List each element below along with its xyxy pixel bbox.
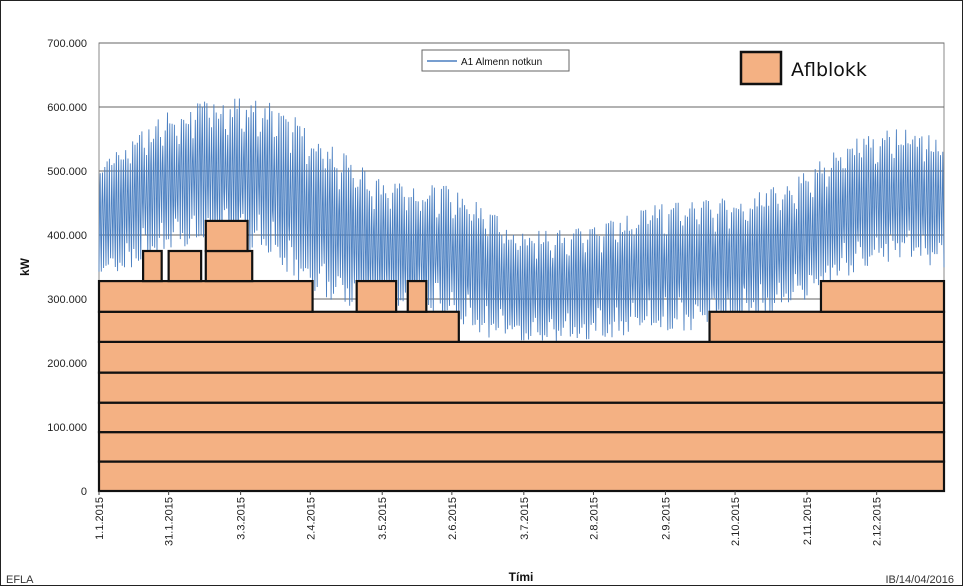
x-tick-label: 2.11.2015 (802, 497, 814, 545)
y-tick-label: 700.000 (47, 38, 87, 50)
legend-block-swatch (739, 50, 783, 86)
legend-block-label: Aflblokk (791, 59, 867, 81)
footer-right: IB/14/04/2016 (885, 574, 954, 586)
y-axis-title: kW (18, 257, 32, 276)
power-block (97, 401, 946, 434)
power-block (204, 249, 254, 283)
power-block (97, 310, 460, 343)
y-tick-label: 100.000 (47, 422, 87, 434)
x-tick-label: 2.8.2015 (588, 497, 600, 540)
x-tick-label: 31.1.2015 (164, 497, 176, 546)
power-block (167, 249, 203, 283)
x-tick-label: 2.4.2015 (305, 497, 317, 540)
x-tick-label: 2.10.2015 (730, 497, 742, 546)
power-block (708, 310, 946, 343)
y-tick-label: 300.000 (47, 294, 87, 306)
legend-line-label: A1 Almenn notkun (461, 57, 542, 68)
power-block (97, 460, 946, 493)
x-tick-label: 3.5.2015 (377, 497, 389, 540)
x-tick-label: 2.9.2015 (660, 497, 672, 540)
y-tick-labels: 0 100.000 200.000 300.000 400.000 500.000 600.… (47, 38, 87, 498)
power-block (204, 219, 249, 253)
power-block (819, 279, 946, 313)
x-tick-label: 2.6.2015 (447, 497, 459, 540)
power-block (97, 431, 946, 463)
block-legend: Aflblokk (739, 50, 867, 86)
y-tick-label: 0 (81, 486, 87, 498)
power-block (97, 371, 946, 404)
x-axis-title: Tími (509, 570, 534, 584)
y-tick-label: 600.000 (47, 102, 87, 114)
y-tick-label: 200.000 (47, 358, 87, 370)
y-tick-label: 400.000 (47, 230, 87, 242)
power-block (355, 279, 398, 313)
power-block (142, 249, 163, 283)
series-line-a1 (98, 98, 945, 342)
x-tick-label: 3.3.2015 (236, 497, 248, 540)
line-legend: A1 Almenn notkun (421, 49, 570, 72)
x-tick-label: 2.12.2015 (872, 497, 884, 546)
y-tick-label: 500.000 (47, 166, 87, 178)
x-tick-label: 1.1.2015 (94, 497, 106, 540)
footer-left: EFLA (6, 574, 34, 586)
power-block (97, 340, 946, 374)
power-blocks-group (97, 219, 946, 493)
line-series-group (98, 98, 945, 342)
x-tick-labels: 1.1.2015 31.1.2015 3.3.2015 2.4.2015 3.5.201… (94, 491, 884, 546)
power-block (97, 279, 314, 313)
x-tick-label: 3.7.2015 (519, 497, 531, 540)
power-block (406, 279, 428, 313)
